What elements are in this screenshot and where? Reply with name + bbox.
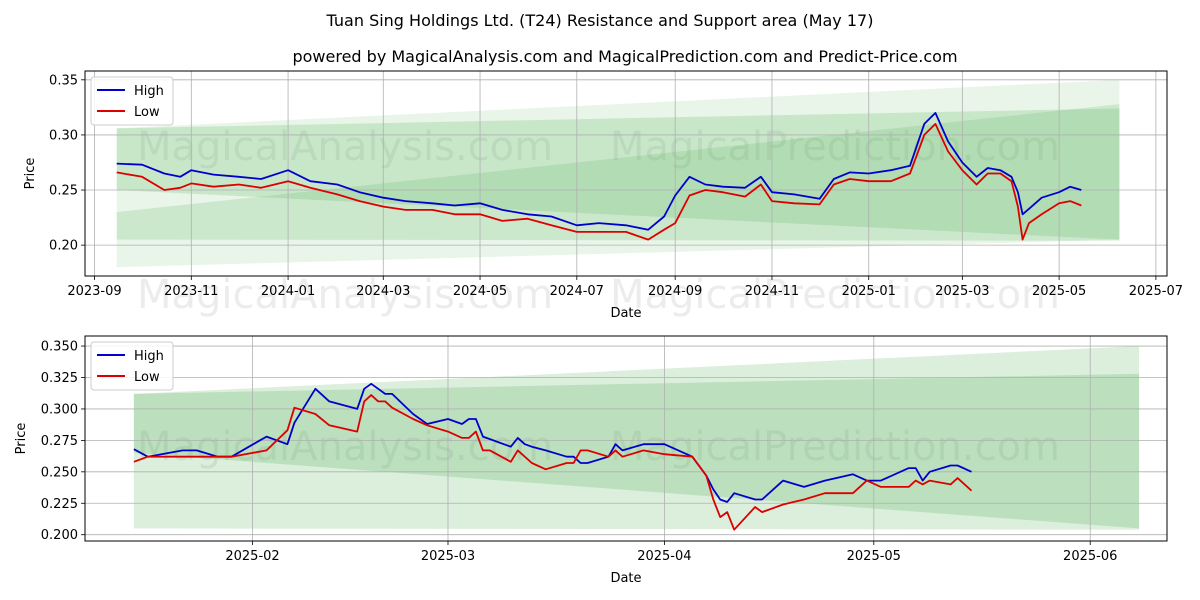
chart0-x-tick-label: 2023-11 xyxy=(164,284,218,299)
chart0-x-tick-label: 2025-01 xyxy=(842,284,896,299)
chart0-y-tick-label: 0.25 xyxy=(49,184,78,199)
chart1-range-band xyxy=(133,346,1140,530)
chart1-y-tick-label: 0.225 xyxy=(41,497,78,512)
bottom-chart-panel: MagicalAnalysis.com MagicalPrediction.com… xyxy=(14,335,1168,586)
chart0-x-axis-label: Date xyxy=(610,306,641,321)
chart1-x-tick-label: 2025-02 xyxy=(225,549,279,564)
chart0-x-tick-label: 2025-05 xyxy=(1032,284,1086,299)
chart1-x-axis-label: Date xyxy=(610,571,641,586)
chart0-y-tick-label: 0.20 xyxy=(49,239,78,254)
chart1-series-high-line xyxy=(133,382,972,503)
chart0-legend-label-low: Low xyxy=(134,105,160,120)
chart1-series-low-line xyxy=(133,394,973,531)
chart0-x-tick-label: 2024-11 xyxy=(745,284,799,299)
chart1-y-tick-label: 0.350 xyxy=(41,340,78,355)
chart1-plot-frame xyxy=(84,335,1168,542)
chart0-watermark: MagicalPrediction.com xyxy=(610,272,1060,318)
chart0-y-axis-label: Price xyxy=(23,158,38,190)
chart0-legend-label-high: High xyxy=(134,84,164,99)
chart1-y-axis-label: Price xyxy=(14,423,29,455)
chart0-y-tick-label: 0.35 xyxy=(49,73,78,88)
chart0-legend: High Low xyxy=(90,76,174,126)
top-chart-panel: MagicalAnalysis.com MagicalAnalysis.com Ma… xyxy=(23,70,1183,321)
chart0-x-tick-label: 2024-01 xyxy=(261,284,315,299)
chart-title: Tuan Sing Holdings Ltd. (T24) Resistance… xyxy=(326,11,874,30)
chart0-watermark: MagicalAnalysis.com xyxy=(137,272,553,318)
chart1-watermark: MagicalAnalysis.com xyxy=(137,424,553,470)
chart1-legend-label-high: High xyxy=(134,349,164,364)
chart1-y-tick-label: 0.275 xyxy=(41,434,78,449)
chart1-legend: High Low xyxy=(90,341,174,391)
chart1-x-tick-label: 2025-03 xyxy=(421,549,475,564)
chart1-y-tick-label: 0.325 xyxy=(41,371,78,386)
chart1-y-tick-label: 0.250 xyxy=(41,465,78,480)
chart1-x-tick-label: 2025-05 xyxy=(847,549,901,564)
chart1-y-tick-label: 0.300 xyxy=(41,402,78,417)
chart-subtitle: powered by MagicalAnalysis.com and Magic… xyxy=(292,47,957,66)
chart1-watermark: MagicalPrediction.com xyxy=(610,424,1060,470)
chart0-watermark: MagicalAnalysis.com xyxy=(137,124,553,170)
chart0-x-tick-label: 2024-03 xyxy=(356,284,410,299)
chart0-x-tick-label: 2025-03 xyxy=(935,284,989,299)
chart1-legend-label-low: Low xyxy=(134,370,160,385)
chart1-y-tick-label: 0.200 xyxy=(41,528,78,543)
chart0-x-tick-label: 2024-09 xyxy=(648,284,702,299)
chart0-x-tick-label: 2024-07 xyxy=(550,284,604,299)
chart0-x-tick-label: 2025-07 xyxy=(1129,284,1183,299)
chart0-watermark: MagicalPrediction.com xyxy=(610,124,1060,170)
chart1-range-band xyxy=(133,373,1140,529)
chart0-x-tick-label: 2023-09 xyxy=(67,284,121,299)
chart1-x-tick-label: 2025-04 xyxy=(637,549,691,564)
chart0-series-low-line xyxy=(116,123,1082,241)
chart0-plot-frame xyxy=(84,70,1168,277)
chart0-y-tick-label: 0.30 xyxy=(49,128,78,143)
chart0-series-high-line xyxy=(116,112,1082,231)
chart0-x-tick-label: 2024-05 xyxy=(453,284,507,299)
chart1-x-tick-label: 2025-06 xyxy=(1063,549,1117,564)
